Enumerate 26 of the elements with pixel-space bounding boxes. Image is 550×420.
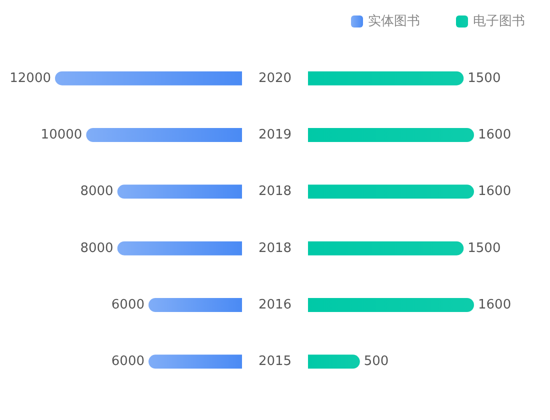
legend-label: 电子图书 — [473, 14, 525, 29]
bar — [55, 71, 242, 86]
bar — [117, 184, 242, 199]
y-tick-label: 2018 — [258, 184, 292, 200]
data-label: 8000 — [80, 240, 114, 256]
data-label: 6000 — [111, 354, 144, 370]
y-tick-label: 2018 — [258, 240, 292, 256]
legend-label: 实体图书 — [368, 14, 420, 29]
data-label: 6000 — [111, 298, 144, 312]
y-tick-label: 2020 — [258, 70, 292, 86]
bar — [117, 241, 242, 256]
data-label: 1600 — [478, 184, 512, 200]
data-label: 1500 — [468, 70, 501, 86]
data-label: 1500 — [468, 240, 501, 256]
bar — [148, 354, 242, 369]
y-tick-label: 2015 — [258, 354, 292, 370]
bar — [148, 298, 242, 312]
data-label: 8000 — [80, 184, 114, 200]
data-label: 10000 — [40, 128, 82, 142]
y-tick-label: 2016 — [258, 298, 292, 312]
bar — [86, 128, 242, 142]
data-label: 12000 — [10, 70, 51, 86]
data-label: 1600 — [478, 128, 512, 142]
data-label: 1600 — [478, 298, 512, 312]
y-tick-label: 2019 — [258, 128, 292, 142]
data-label: 500 — [364, 354, 389, 370]
